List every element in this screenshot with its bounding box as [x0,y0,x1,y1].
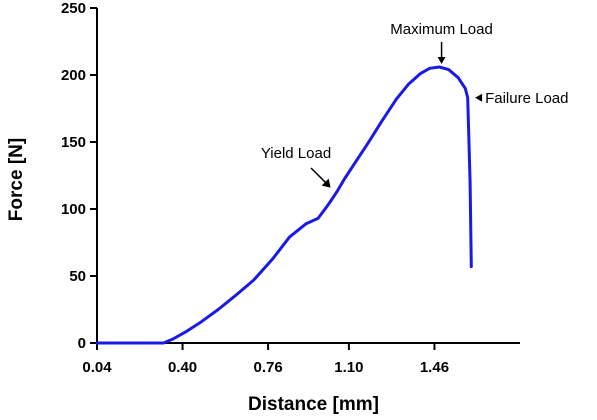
annotations: Maximum Load Yield Load Failure Load [261,21,568,188]
yield-load-arrow [310,167,329,186]
y-tick-label: 50 [69,268,86,285]
yield-load-arrowhead [321,178,331,188]
x-tick-label: 0.04 [82,359,112,376]
annotation-failure-load: Failure Load [485,90,568,107]
x-tick-label: 1.10 [334,359,363,376]
y-tick-label: 100 [61,201,86,218]
annotation-yield-load: Yield Load [261,145,331,162]
y-tick-label: 0 [78,335,86,352]
y-ticks: 0 50 100 150 200 250 [61,0,97,352]
x-tick-label: 0.40 [168,359,197,376]
x-ticks: 0.04 0.40 0.76 1.10 1.46 [82,343,449,376]
axes: 0 50 100 150 200 250 0.04 0.40 0.76 1.10 1.46 [61,0,520,376]
y-tick-label: 200 [61,67,86,84]
x-tick-label: 1.46 [420,359,449,376]
annotation-maximum-load: Maximum Load [390,21,493,38]
x-tick-label: 0.76 [253,359,282,376]
force-curve-line [95,65,473,345]
y-axis-title: Force [N] [6,138,27,221]
failure-load-arrowhead [475,93,483,102]
maximum-load-arrowhead [437,56,446,64]
y-tick-label: 250 [61,0,86,17]
y-tick-label: 150 [61,134,86,151]
x-axis-title: Distance [mm] [248,394,379,415]
